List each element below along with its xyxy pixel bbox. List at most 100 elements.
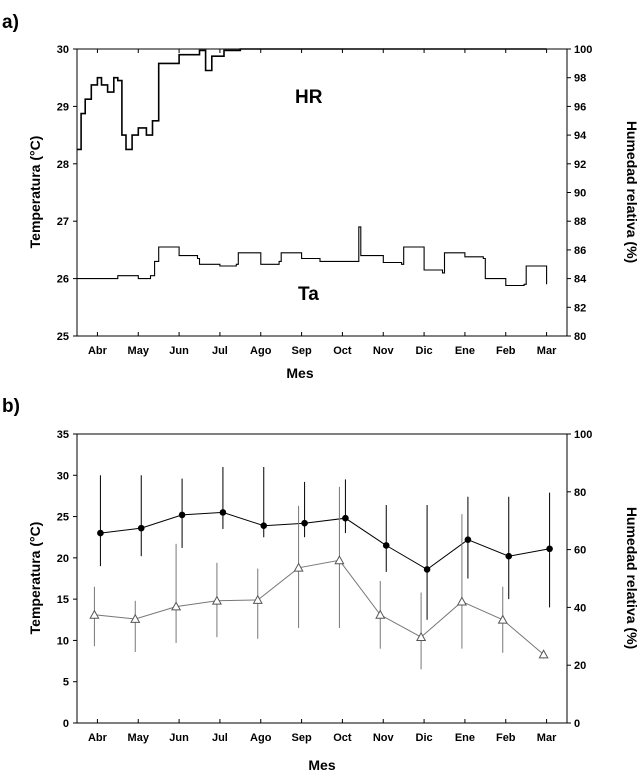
panel-b-x-axis-title: Mes [308, 757, 335, 773]
panel-a-x-axis: Abr May Jun Jul Ago Sep Oct Nov Dic Ene Feb Mar [88, 49, 557, 357]
right-axis-tick-label: 98 [574, 73, 586, 85]
data-point-circle [137, 524, 145, 532]
x-axis-tick-label-ago: Ago [250, 345, 272, 357]
left-axis-tick-label: 25 [57, 331, 69, 343]
data-point-circle [97, 529, 104, 537]
panel-b-series [89, 467, 553, 670]
x-axis-tick-label-jul: Jul [212, 345, 228, 357]
data-point-circle [546, 545, 553, 553]
left-axis-tick-label: 20 [57, 553, 69, 565]
series-line-filled-circle [100, 511, 550, 570]
data-point-triangle [293, 562, 304, 572]
data-point-triangle [171, 601, 182, 611]
x-axis-tick-label-mar: Mar [537, 732, 557, 744]
left-axis-tick-label: 27 [57, 216, 69, 228]
x-axis-tick-label-may: May [128, 732, 150, 744]
data-point-circle [342, 514, 349, 522]
data-point-triangle [252, 594, 263, 604]
x-axis-tick-label-abr: Abr [88, 732, 108, 744]
x-axis-tick-label-oct: Oct [333, 345, 352, 357]
x-axis-tick-label-ene: Ene [455, 345, 475, 357]
x-axis-tick-label-oct: Oct [333, 732, 352, 744]
x-axis-tick-label-nov: Nov [373, 345, 395, 357]
data-point-triangle [375, 609, 386, 619]
x-axis-tick-label-dic: Dic [416, 732, 433, 744]
x-axis-tick-label-sep: Sep [291, 732, 311, 744]
data-point-circle [219, 509, 227, 516]
x-axis-tick-label-ene: Ene [455, 732, 475, 744]
data-point-circle [382, 542, 390, 549]
right-axis-tick-label: 80 [574, 331, 586, 343]
x-axis-tick-label-may: May [128, 345, 150, 357]
x-axis-tick-label-nov: Nov [373, 732, 395, 744]
right-axis-tick-label: 94 [574, 130, 587, 142]
panel-b-x-axis: Abr May Jun Jul Ago Sep Oct Nov Dic Ene Feb Mar [88, 719, 557, 744]
x-axis-tick-label-sep: Sep [291, 345, 311, 357]
left-axis-tick-label: 26 [57, 274, 69, 286]
left-axis-tick-label: 30 [57, 44, 69, 56]
x-axis-tick-label-jun: Jun [169, 345, 189, 357]
panel-a-left-axis-title: Temperatura (°C) [27, 136, 43, 249]
panel-b-plot-area [76, 433, 568, 724]
x-axis-tick-label-feb: Feb [496, 732, 516, 744]
right-axis-tick-label: 90 [574, 188, 586, 200]
x-axis-tick-label-jul: Jul [212, 732, 228, 744]
right-axis-tick-label: 96 [574, 101, 586, 113]
panel-b-left-axis-title: Temperatura (°C) [27, 522, 43, 635]
right-axis-tick-label: 86 [574, 245, 586, 257]
left-axis-tick-label: 25 [57, 512, 69, 524]
annotation-hr: HR [295, 87, 323, 108]
data-point-circle [260, 522, 268, 529]
panel-b-right-axis: 0 20 40 60 80 100 [567, 429, 592, 730]
data-point-triangle [456, 596, 467, 606]
left-axis-tick-label: 30 [57, 470, 69, 482]
left-axis-tick-label: 5 [63, 677, 69, 689]
panel-b-left-axis: 0 5 10 15 20 25 30 35 [57, 429, 77, 730]
data-point-circle [423, 566, 431, 573]
data-point-triangle [538, 649, 549, 659]
left-axis-tick-label: 15 [57, 594, 69, 606]
right-axis-tick-label: 88 [574, 216, 586, 228]
panel-a-label: a) [2, 12, 19, 33]
x-axis-tick-label-mar: Mar [537, 345, 557, 357]
series-line-open-triangle [94, 559, 544, 655]
panel-a-right-axis-title: Humedad relativa (%) [624, 121, 639, 263]
right-axis-tick-label: 100 [574, 429, 592, 441]
panel-b-label: b) [2, 396, 20, 417]
data-point-circle [178, 511, 186, 519]
data-point-triangle [416, 631, 427, 641]
right-axis-tick-label: 100 [574, 44, 592, 56]
x-axis-tick-label-feb: Feb [496, 345, 516, 357]
left-axis-tick-label: 28 [57, 159, 69, 171]
right-axis-tick-label: 80 [574, 487, 586, 499]
x-axis-tick-label-abr: Abr [88, 345, 108, 357]
right-axis-tick-label: 60 [574, 545, 586, 557]
x-axis-tick-label-ago: Ago [250, 732, 272, 744]
right-axis-tick-label: 40 [574, 602, 586, 614]
right-axis-tick-label: 92 [574, 159, 586, 171]
left-axis-tick-label: 35 [57, 429, 69, 441]
right-axis-tick-label: 84 [574, 274, 587, 286]
annotation-ta: Ta [298, 284, 319, 305]
left-axis-tick-label: 0 [63, 718, 69, 730]
panel-a-right-axis: 80 82 84 86 88 90 92 94 96 98 100 [567, 44, 592, 343]
data-point-circle [301, 519, 308, 527]
data-point-triangle [211, 595, 222, 605]
x-axis-tick-label-dic: Dic [416, 345, 433, 357]
panel-a-x-axis-title: Mes [286, 365, 313, 381]
right-axis-tick-label: 82 [574, 302, 586, 314]
data-point-triangle [334, 555, 345, 565]
panel-b: b) 0 5 10 15 20 25 30 35 0 20 40 60 80 100 Abr May Jun… [2, 396, 639, 773]
data-point-circle [464, 536, 472, 543]
series-line-ta [77, 226, 548, 287]
panel-a-left-axis: 25 26 27 28 29 30 [57, 44, 77, 343]
x-axis-tick-label-jun: Jun [169, 732, 189, 744]
data-point-triangle [130, 613, 141, 623]
left-axis-tick-label: 29 [57, 101, 69, 113]
data-point-circle [505, 552, 513, 560]
series-line-hr [77, 48, 547, 151]
right-axis-tick-label: 20 [574, 660, 586, 672]
data-point-triangle [89, 609, 100, 619]
